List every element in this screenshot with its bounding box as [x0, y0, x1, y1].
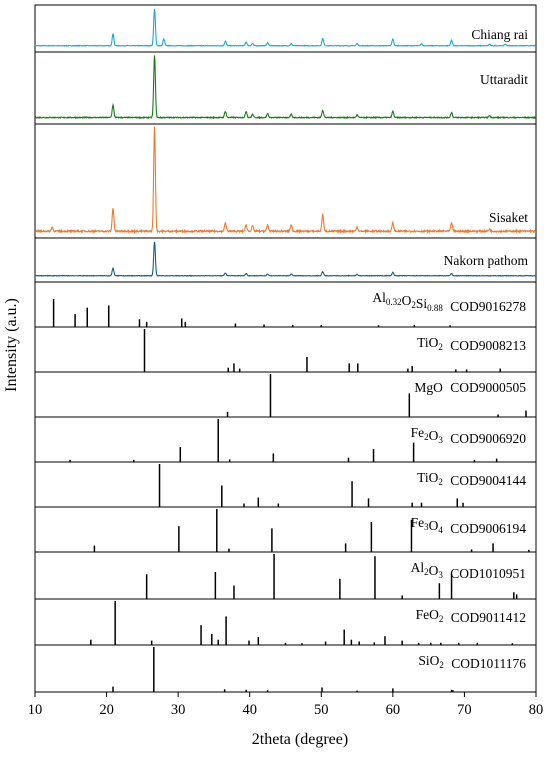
- panel-frame: [34, 4, 537, 53]
- sample-panel: Uttaradit: [34, 51, 537, 125]
- panel-frame: [34, 51, 537, 125]
- reference-panel: Al2O3 COD1010951: [34, 551, 537, 600]
- reference-label: Al2O3 COD1010951: [411, 560, 526, 581]
- reference-label: Fe2O3 COD9006920: [411, 425, 527, 446]
- x-tick-label: 60: [386, 702, 401, 718]
- reference-panel: TiO2 COD9008213: [34, 326, 537, 373]
- reference-label: FeO2 COD9011412: [416, 607, 526, 625]
- reference-panel: TiO2 COD9004144: [34, 461, 537, 508]
- reference-label: TiO2 COD9008213: [417, 335, 526, 353]
- x-tick-label: 50: [314, 702, 329, 718]
- sample-label: Chiang rai: [471, 27, 528, 42]
- sample-label: Sisaket: [489, 210, 528, 225]
- reference-label: SiO2 COD1011176: [418, 653, 526, 671]
- panel-frame: [34, 123, 537, 239]
- reference-panel: FeO2 COD9011412: [34, 598, 537, 646]
- y-axis-label: Intensity (a.u.): [3, 298, 20, 392]
- sample-panel: Sisaket: [34, 123, 537, 239]
- sample-label: Uttaradit: [480, 72, 528, 87]
- x-tick-label: 30: [171, 702, 186, 718]
- chart-panels: Chiang rai Uttaradit Sisaket Nakorn pathom A…: [34, 4, 537, 693]
- reference-panel: Fe3O4 COD9006194: [34, 506, 537, 553]
- sample-line: [34, 126, 537, 235]
- sample-line: [34, 241, 537, 277]
- reference-label: Fe3O4 COD9006194: [411, 515, 527, 536]
- sample-panel: Chiang rai: [34, 4, 537, 53]
- reference-label: MgO COD9000505: [414, 380, 526, 395]
- sample-line: [34, 55, 537, 120]
- x-tick-label: 20: [99, 702, 114, 718]
- reference-label: Al0.32O2Si0.88 COD9016278: [372, 290, 526, 314]
- reference-panel: MgO COD9000505: [34, 371, 537, 418]
- reference-panel: SiO2 COD1011176: [34, 644, 537, 693]
- reference-label: TiO2 COD9004144: [417, 470, 526, 488]
- x-tick-label: 40: [242, 702, 257, 718]
- reference-panel: Fe2O3 COD9006920: [34, 416, 537, 463]
- sample-line: [34, 8, 537, 47]
- sample-panel: Nakorn pathom: [34, 237, 537, 283]
- x-tick-label: 70: [457, 702, 472, 718]
- x-axis: 10 20 30 40 50 60 70 80: [28, 692, 544, 718]
- x-tick-label: 80: [529, 702, 544, 718]
- reference-panel: Al0.32O2Si0.88 COD9016278: [34, 281, 537, 328]
- panel-frame: [34, 644, 537, 693]
- x-tick-label: 10: [28, 702, 43, 718]
- x-axis-label: 2theta (degree): [252, 731, 348, 748]
- sample-label: Nakorn pathom: [444, 253, 529, 268]
